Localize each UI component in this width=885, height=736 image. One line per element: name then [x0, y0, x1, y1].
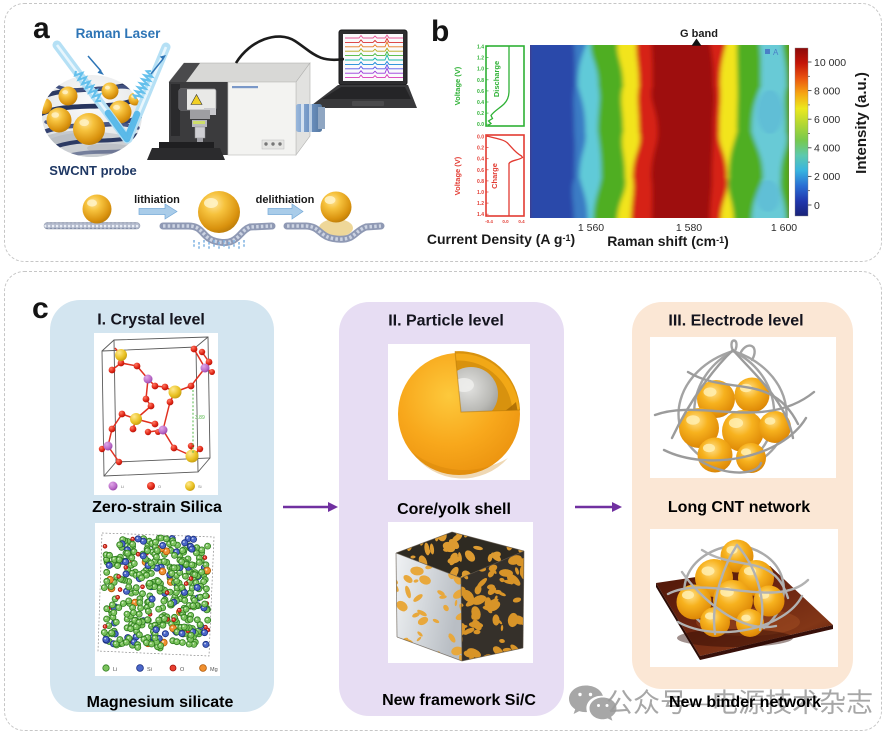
- svg-text:A: A: [773, 48, 779, 57]
- svg-text:Raman shift (cm-1): Raman shift (cm-1): [607, 233, 729, 249]
- svg-text:0: 0: [814, 200, 820, 212]
- svg-text:Mg: Mg: [210, 667, 218, 673]
- svg-text:6 000: 6 000: [814, 114, 840, 126]
- svg-text:Voltage (V): Voltage (V): [453, 156, 462, 195]
- svg-text:1 560: 1 560: [578, 222, 604, 234]
- svg-text:Intensity (a.u.): Intensity (a.u.): [853, 72, 870, 174]
- svg-text:1.4: 1.4: [477, 212, 484, 218]
- svg-text:-0.4: -0.4: [485, 219, 493, 224]
- svg-text:1.0: 1.0: [477, 67, 484, 73]
- svg-text:Magnesium silicate: Magnesium silicate: [87, 694, 234, 711]
- svg-text:I. Crystal level: I. Crystal level: [97, 312, 205, 329]
- svg-text:0.6: 0.6: [477, 168, 484, 174]
- svg-text:8 000: 8 000: [814, 85, 840, 97]
- svg-text:Zero-strain Silica: Zero-strain Silica: [92, 499, 222, 516]
- svg-text:Discharge: Discharge: [492, 61, 501, 97]
- svg-text:Voltage (V): Voltage (V): [453, 66, 462, 105]
- svg-text:0.4: 0.4: [477, 100, 484, 106]
- svg-text:New binder network: New binder network: [669, 694, 821, 711]
- svg-text:0.0: 0.0: [477, 122, 484, 128]
- svg-text:0.2: 0.2: [477, 111, 484, 117]
- svg-text:O: O: [158, 484, 161, 489]
- svg-text:1 580: 1 580: [676, 222, 702, 234]
- svg-text:1.2: 1.2: [477, 201, 484, 207]
- svg-text:II. Particle level: II. Particle level: [388, 313, 504, 330]
- svg-text:SWCNT probe: SWCNT probe: [49, 163, 136, 178]
- svg-text:0.8: 0.8: [477, 179, 484, 185]
- svg-text:III. Electrode level: III. Electrode level: [668, 313, 803, 330]
- svg-text:0.8: 0.8: [477, 78, 484, 84]
- svg-text:G band: G band: [680, 28, 718, 40]
- svg-text:Long CNT network: Long CNT network: [668, 499, 810, 516]
- svg-text:delithiation: delithiation: [256, 194, 315, 206]
- svg-text:Li: Li: [121, 484, 124, 489]
- svg-text:4 000: 4 000: [814, 143, 840, 155]
- svg-text:1.0: 1.0: [477, 190, 484, 196]
- svg-text:0.4: 0.4: [518, 219, 525, 224]
- svg-text:0.6: 0.6: [477, 89, 484, 95]
- svg-text:Charge: Charge: [490, 163, 499, 189]
- svg-text:a: a: [33, 12, 50, 45]
- svg-text:Li: Li: [113, 667, 117, 673]
- svg-text:c: c: [32, 292, 49, 325]
- svg-text:Si: Si: [198, 484, 202, 489]
- svg-text:0.4: 0.4: [477, 157, 484, 163]
- svg-text:0.0: 0.0: [477, 135, 484, 141]
- svg-text:New framework Si/C: New framework Si/C: [382, 692, 536, 709]
- svg-text:Raman Laser: Raman Laser: [76, 26, 162, 41]
- svg-text:3.89: 3.89: [195, 415, 205, 421]
- svg-text:0.2: 0.2: [477, 146, 484, 152]
- svg-text:10 000: 10 000: [814, 57, 846, 69]
- svg-text:lithiation: lithiation: [134, 194, 180, 206]
- svg-text:O: O: [180, 667, 185, 673]
- svg-text:b: b: [431, 15, 449, 48]
- svg-text:1 600: 1 600: [771, 222, 797, 234]
- svg-text:2 000: 2 000: [814, 171, 840, 183]
- svg-text:Si: Si: [147, 667, 152, 673]
- svg-text:Current Density (A g-1): Current Density (A g-1): [427, 231, 575, 247]
- svg-text:1.4: 1.4: [477, 45, 484, 51]
- svg-text:Core/yolk shell: Core/yolk shell: [397, 501, 511, 518]
- svg-text:0.0: 0.0: [502, 219, 509, 224]
- svg-text:1.2: 1.2: [477, 56, 484, 62]
